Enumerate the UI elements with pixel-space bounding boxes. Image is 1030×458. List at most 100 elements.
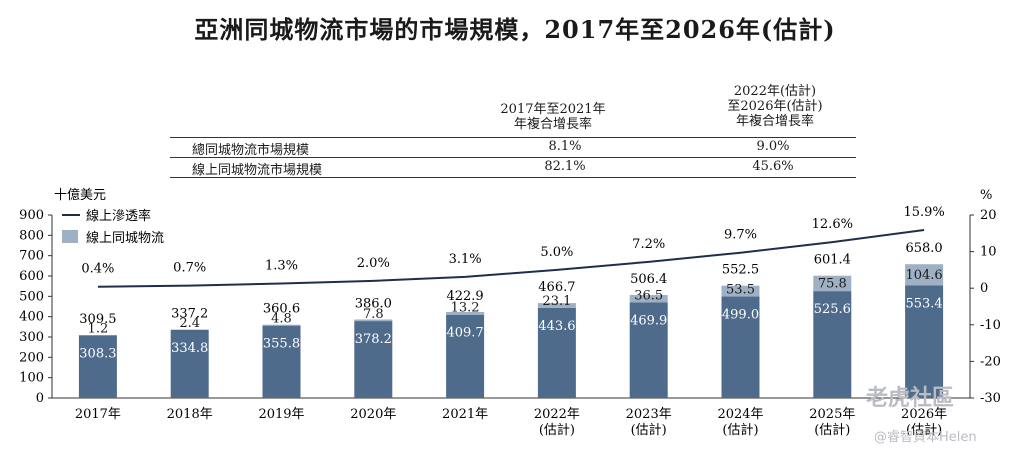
legend-line-label: 線上滲透率 <box>86 208 151 224</box>
x-tick-label: 2025年 <box>809 407 855 422</box>
legend-box-label: 線上同城物流 <box>86 230 164 246</box>
x-tick-label: (估計) <box>631 422 667 438</box>
bar-online-label: 4.8 <box>271 312 292 327</box>
bar-offline <box>537 307 576 398</box>
y-tick-label: 300 <box>19 330 44 345</box>
x-tick-label: 2018年 <box>167 407 213 422</box>
bar-online-label: 23.1 <box>542 294 571 309</box>
bar-total-label: 337.2 <box>171 306 208 321</box>
y2-axis-title: % <box>980 188 992 203</box>
bar-offline <box>721 296 760 398</box>
bar-online <box>446 312 485 315</box>
y2-tick-label: -10 <box>980 318 1001 333</box>
y2-tick-label: 0 <box>980 281 988 296</box>
y-tick-label: 200 <box>19 350 44 365</box>
y2-tick-label: 10 <box>980 245 997 260</box>
bar-offline-label: 443.6 <box>538 319 575 334</box>
bar-online <box>813 275 852 292</box>
bar-offline-label: 525.6 <box>814 302 851 317</box>
y-tick-label: 700 <box>19 249 44 264</box>
table-rule-top <box>170 137 856 138</box>
x-tick-label: (估計) <box>722 422 758 438</box>
x-tick-label: 2020年 <box>350 407 396 422</box>
bar-online-label: 2.4 <box>179 316 200 331</box>
table-rule-bottom <box>170 177 856 178</box>
y-axis-title: 十億美元 <box>54 187 106 203</box>
bar-online <box>905 264 944 286</box>
x-tick-label: 2019年 <box>258 407 304 422</box>
bar-total-label: 466.7 <box>538 280 575 295</box>
y-tick-label: 400 <box>19 310 44 325</box>
row-online-cagr-1: 82.1% <box>544 159 586 174</box>
bar-online <box>537 303 576 308</box>
bar-total-label: 601.4 <box>814 253 851 268</box>
x-tick-label: (估計) <box>814 422 850 438</box>
bar-online-label: 104.6 <box>905 268 942 283</box>
x-tick-label: 2023年 <box>626 407 672 422</box>
x-tick-label: 2017年 <box>75 407 121 422</box>
row-total-cagr-2: 9.0% <box>756 139 790 154</box>
bar-online-label: 1.2 <box>88 321 109 336</box>
bar-offline <box>354 321 393 398</box>
bar-total-label: 360.6 <box>263 302 300 317</box>
y-tick-label: 900 <box>19 208 44 223</box>
bar-offline <box>813 291 852 398</box>
bar-total-label: 422.9 <box>446 289 483 304</box>
x-tick-label: (估計) <box>906 422 942 438</box>
cagr-header-2022-2026: 2022年(估計) 至2026年(估計) 年複合增長率 <box>727 84 823 129</box>
penetration-label: 7.2% <box>632 237 665 252</box>
row-label-online: 線上同城物流市場規模 <box>192 163 323 178</box>
x-tick-label: 2021年 <box>442 407 488 422</box>
bar-offline-label: 355.8 <box>263 337 300 352</box>
bar-online-label: 13.2 <box>451 301 480 316</box>
bar-total-label: 658.0 <box>905 241 942 256</box>
cagr-header-2017-2021: 2017年至2021年 年複合增長率 <box>500 102 606 132</box>
y-tick-label: 500 <box>19 289 44 304</box>
bar-online <box>629 295 668 303</box>
penetration-label: 1.3% <box>265 258 298 273</box>
table-rule-mid <box>170 157 856 158</box>
bar-online-label: 53.5 <box>726 283 755 298</box>
bar-offline-label: 334.8 <box>171 341 208 356</box>
penetration-label: 0.4% <box>81 262 114 277</box>
watermark-text: 老虎社區 <box>866 386 955 411</box>
bar-offline <box>446 314 485 398</box>
bar-offline-label: 499.0 <box>722 308 759 323</box>
y2-tick-label: 20 <box>980 208 997 223</box>
penetration-label: 5.0% <box>540 245 573 260</box>
penetration-label: 15.9% <box>903 205 944 220</box>
chart-title: 亞洲同城物流市場的市場規模，2017年至2026年(估計) <box>194 15 836 44</box>
bar-online-label: 36.5 <box>634 288 663 303</box>
y-tick-label: 100 <box>19 371 44 386</box>
row-total-cagr-1: 8.1% <box>548 139 582 154</box>
bar-offline <box>262 325 301 398</box>
row-online-cagr-2: 45.6% <box>752 159 794 174</box>
penetration-label: 2.0% <box>357 256 390 271</box>
bar-offline-label: 469.9 <box>630 313 667 328</box>
bar-online <box>262 324 301 326</box>
y-tick-label: 600 <box>19 269 44 284</box>
x-tick-label: (估計) <box>539 422 575 438</box>
bar-offline-label: 378.2 <box>355 332 392 347</box>
y-tick-label: 800 <box>19 228 44 243</box>
bar-total-label: 309.5 <box>79 312 116 327</box>
bar-offline-label: 409.7 <box>446 326 483 341</box>
x-tick-label: 2022年 <box>534 407 580 422</box>
bar-total-label: 552.5 <box>722 263 759 278</box>
bar-offline <box>78 335 117 398</box>
row-label-total: 總同城物流市場規模 <box>192 143 310 158</box>
bar-online <box>721 285 760 297</box>
y-tick-label: 0 <box>36 391 44 406</box>
legend-box-swatch <box>62 230 78 243</box>
penetration-label: 0.7% <box>173 261 206 276</box>
bar-online-label: 7.8 <box>363 307 384 322</box>
bar-online-label: 75.8 <box>818 277 847 292</box>
bar-online <box>354 319 393 322</box>
y2-tick-label: -20 <box>980 354 1001 369</box>
penetration-line <box>97 229 925 288</box>
bar-offline-label: 308.3 <box>79 346 116 361</box>
watermark-credit: @睿智資本Helen <box>874 430 977 445</box>
bar-total-label: 506.4 <box>630 272 667 287</box>
bar-total-label: 386.0 <box>355 297 392 312</box>
